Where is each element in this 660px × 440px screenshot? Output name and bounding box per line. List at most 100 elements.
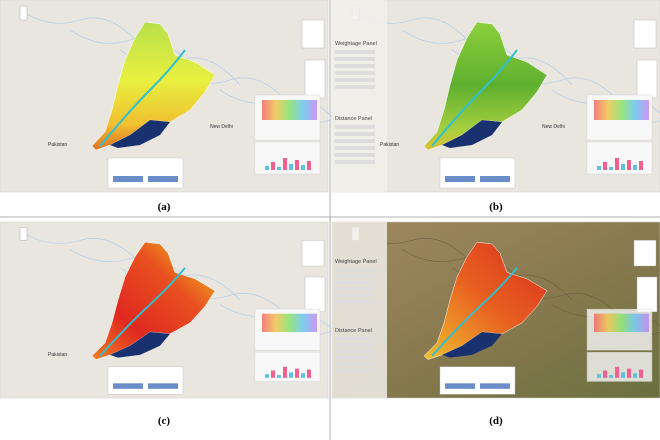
histogram-bar: [633, 373, 637, 378]
side-row: [335, 336, 375, 341]
river: [431, 267, 518, 357]
side-row: [335, 57, 375, 61]
region: Weightage Panel Distance Panel: [332, 0, 660, 192]
map-panel: Weightage Panel Distance Panel: [331, 221, 660, 399]
map-panel: Pakistan: [0, 221, 391, 399]
histogram-bar: [295, 368, 299, 378]
side-row: [335, 153, 375, 157]
button: [480, 383, 510, 389]
histogram-bar: [621, 164, 625, 170]
low-region: [442, 120, 502, 148]
histogram-bar: [283, 366, 287, 378]
low-region: [442, 332, 502, 358]
rainbow-bars: [262, 313, 317, 332]
caption: (a): [158, 201, 171, 213]
side-row: [335, 50, 375, 54]
rainbow-bars: [262, 100, 317, 120]
zoom-control: [19, 227, 28, 241]
side-row: [335, 160, 375, 164]
legend: [301, 240, 325, 267]
side-row: [335, 71, 375, 75]
legend: [636, 59, 658, 99]
side-panel-title: Weightage Panel: [335, 259, 377, 265]
rainbow-bars: [594, 313, 649, 332]
map-panel: Pakistan New Delhi: [0, 0, 391, 193]
histogram-bar: [597, 166, 601, 170]
side-row: [335, 349, 375, 354]
side-row: [335, 299, 375, 304]
place-label: Pakistan: [380, 142, 399, 148]
caption: (d): [489, 415, 503, 427]
side-row: [335, 146, 375, 150]
histogram-bar: [621, 372, 625, 378]
histogram-bar: [615, 366, 619, 378]
zoom-control: [19, 5, 28, 21]
button: [148, 176, 178, 182]
histogram-bar: [627, 368, 631, 378]
side-row: [335, 267, 375, 272]
legend: [304, 59, 326, 99]
histogram-bar: [277, 167, 281, 170]
river: [19, 9, 141, 46]
side-row: [335, 343, 375, 347]
histogram-bar: [615, 158, 619, 170]
histogram-bar: [271, 370, 275, 378]
region: [19, 5, 391, 189]
legend: [633, 19, 657, 49]
map-panel: Weightage Panel Distance Panel Pakistan New…: [331, 0, 660, 193]
side-row: [335, 293, 375, 298]
river: [99, 49, 186, 147]
side-row: [335, 280, 375, 285]
river: [99, 267, 186, 357]
place-label: Pakistan: [48, 142, 67, 148]
city-label: New Delhi: [210, 124, 233, 130]
region: Weightage Panel Distance Panel: [332, 222, 660, 398]
button: [445, 176, 475, 182]
control-box: [107, 366, 184, 395]
button: [148, 383, 178, 389]
histogram-bar: [295, 160, 299, 170]
side-panel-title: Distance Panel: [335, 116, 372, 122]
side-row: [335, 125, 375, 129]
histogram-bar: [307, 161, 311, 170]
histogram-bar: [639, 161, 643, 170]
side-panel-title: Weightage Panel: [335, 41, 377, 47]
side-row: [335, 132, 375, 136]
caption: (b): [489, 201, 503, 213]
legend: [633, 240, 657, 267]
histogram-bar: [307, 369, 311, 378]
histogram-bar: [265, 166, 269, 170]
histogram-bar: [639, 369, 643, 378]
histogram-bar: [271, 162, 275, 170]
side-row: [335, 362, 375, 366]
control-box: [439, 157, 516, 189]
side-row: [335, 85, 375, 89]
river: [69, 249, 191, 282]
button: [480, 176, 510, 182]
side-row: [335, 355, 375, 360]
legend: [304, 276, 326, 313]
side-panel: [332, 222, 387, 398]
histogram-bar: [603, 370, 607, 378]
low-region: [110, 332, 170, 358]
histogram-bar: [597, 374, 601, 378]
control-box: [439, 366, 516, 395]
river: [401, 249, 523, 282]
low-region: [110, 120, 170, 148]
histogram-bar: [609, 167, 613, 170]
caption: (c): [158, 415, 171, 427]
histogram-bar: [603, 162, 607, 170]
histogram-bar: [283, 158, 287, 170]
legend: [301, 19, 325, 49]
side-row: [335, 287, 375, 291]
side-row: [335, 274, 375, 278]
button: [445, 383, 475, 389]
histogram-bar: [301, 373, 305, 378]
river: [19, 230, 141, 264]
rainbow-bars: [594, 100, 649, 120]
button: [113, 176, 143, 182]
side-panel-title: Distance Panel: [335, 328, 372, 334]
histogram-bar: [289, 164, 293, 170]
side-row: [335, 368, 375, 373]
